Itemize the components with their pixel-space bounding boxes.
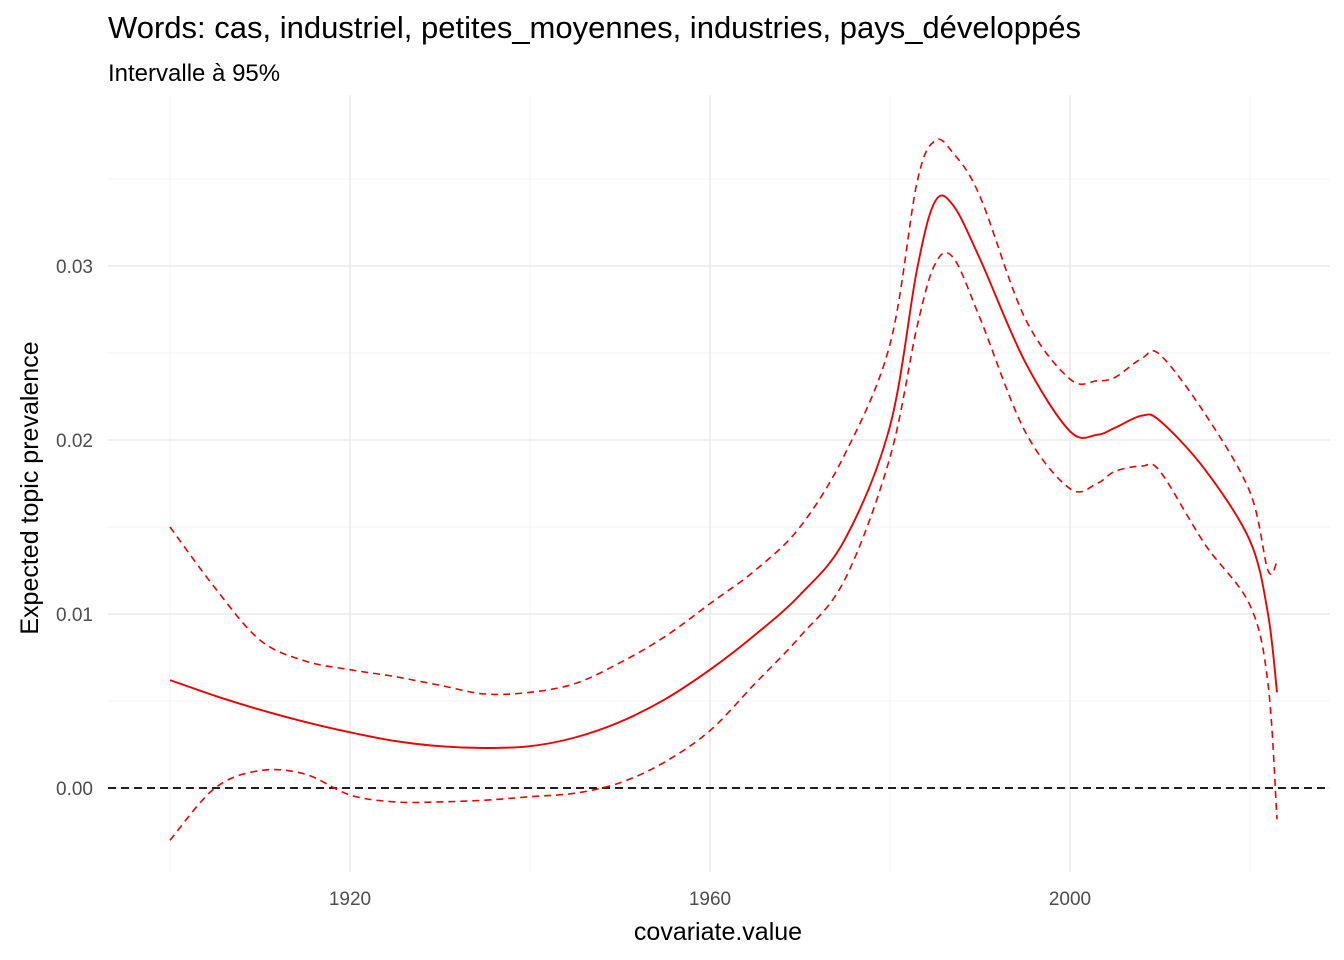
- series-line-lower-ci: [169, 251, 1278, 841]
- x-axis-ticks: 1920 1960 2000: [329, 889, 1091, 910]
- series-lines: [169, 138, 1278, 841]
- y-axis-title: Expected topic prevalence: [16, 341, 44, 634]
- y-tick-label: 0.00: [56, 779, 93, 800]
- y-tick-label: 0.03: [56, 257, 93, 278]
- y-tick-label: 0.02: [56, 431, 93, 452]
- y-axis-ticks: 0.00 0.01 0.02 0.03: [56, 257, 93, 800]
- series-line-upper-ci: [169, 138, 1278, 696]
- series-line-estimate: [169, 194, 1278, 749]
- grid: [108, 95, 1330, 872]
- chart-subtitle: Intervalle à 95%: [108, 60, 281, 87]
- y-tick-label: 0.01: [56, 605, 93, 626]
- x-tick-label: 1920: [329, 889, 371, 910]
- x-tick-label: 2000: [1049, 889, 1091, 910]
- x-tick-label: 1960: [689, 889, 731, 910]
- x-axis-title: covariate.value: [634, 918, 802, 946]
- chart-title: Words: cas, industriel, petites_moyennes…: [108, 10, 1082, 45]
